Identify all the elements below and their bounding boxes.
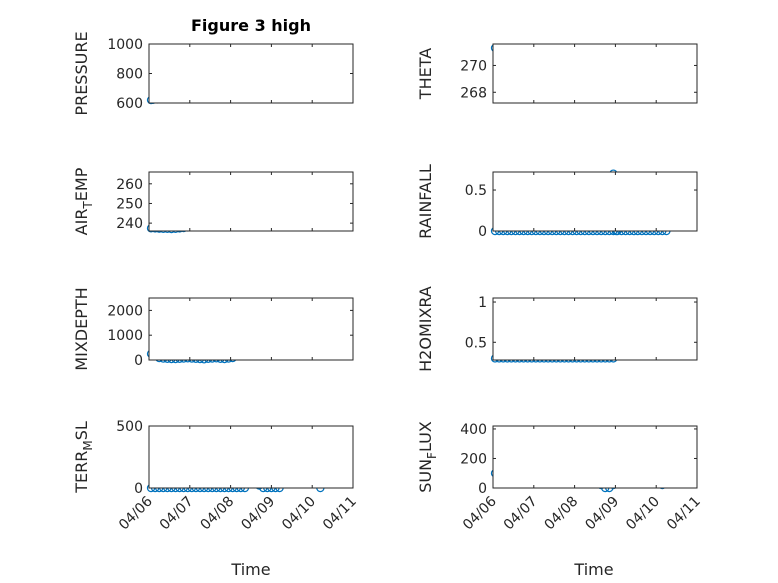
y-axis-label-main: H2OMIXRA	[416, 286, 435, 372]
y-tick-label-rainfall: 0.5	[465, 183, 487, 199]
x-tick-label-terr_msl: 04/07	[157, 494, 197, 534]
y-tick-label-mixdepth: 2000	[107, 303, 143, 319]
x-tick-label-terr_msl: 04/11	[320, 494, 360, 534]
y-axis-label-main: THETA	[416, 48, 435, 100]
y-tick-label-theta: 268	[460, 85, 487, 101]
y-tick-label-sun_flux: 0	[478, 481, 487, 497]
y-tick-label-pressure: 800	[116, 67, 143, 83]
axes-frame-theta	[492, 43, 698, 104]
x-tick-label-sun_flux: 04/09	[582, 494, 622, 534]
y-axis-label-suffix: SL	[72, 421, 91, 440]
y-tick-label-terr_msl: 500	[116, 419, 143, 435]
y-axis-label-air_temp: AIRTEMP	[72, 167, 95, 235]
y-axis-label-main: TERR	[72, 451, 91, 494]
panel-mixdepth: 0 1000 2000 MIXDEPTH	[72, 287, 354, 371]
y-axis-label-h2omixra: H2OMIXRA	[416, 286, 435, 372]
y-axis-label-subscript: M	[81, 440, 95, 450]
axes-frame-mixdepth	[148, 297, 354, 361]
y-axis-label-main: RAINFALL	[416, 164, 435, 239]
y-tick-label-h2omixra: 1	[478, 295, 487, 311]
axes-frame-terr_msl	[148, 425, 354, 489]
x-tick-label-sun_flux: 04/07	[501, 494, 541, 534]
y-axis-label-subscript: F	[425, 452, 439, 459]
y-tick-label-pressure: 600	[116, 96, 143, 112]
y-axis-label-main: AIR	[72, 209, 91, 236]
x-tick-label-terr_msl: 04/06	[116, 493, 156, 533]
y-axis-label-main: PRESSURE	[72, 31, 91, 115]
y-axis-label-suffix: EMP	[72, 167, 91, 201]
y-tick-label-air_temp: 260	[116, 177, 143, 193]
y-tick-label-terr_msl: 0	[134, 481, 143, 497]
x-tick-label-sun_flux: 04/06	[460, 493, 500, 533]
y-tick-label-mixdepth: 0	[134, 353, 143, 369]
y-tick-label-rainfall: 0	[478, 224, 487, 240]
y-axis-label-suffix: LUX	[416, 421, 435, 452]
x-tick-label-sun_flux: 04/10	[623, 494, 663, 534]
y-tick-label-air_temp: 250	[116, 196, 143, 212]
x-tick-label-terr_msl: 04/09	[238, 494, 278, 534]
panel-rainfall: 0 0.5 RAINFALL	[416, 164, 698, 240]
panel-theta: 268 270 THETA	[416, 43, 698, 104]
panel-pressure: 600 800 1000 PRESSURE	[72, 31, 354, 116]
axes-frame-air_temp	[148, 171, 354, 232]
y-tick-label-sun_flux: 400	[460, 422, 487, 438]
y-axis-label-theta: THETA	[416, 48, 435, 100]
axes-frame-pressure	[148, 43, 354, 104]
y-axis-label-sun_flux: SUNFLUX	[416, 421, 439, 493]
y-axis-label-main: MIXDEPTH	[72, 287, 91, 370]
x-tick-label-terr_msl: 04/08	[198, 494, 238, 534]
x-axis-label-left: Time	[230, 560, 270, 579]
x-tick-label-sun_flux: 04/08	[542, 494, 582, 534]
y-axis-label-rainfall: RAINFALL	[416, 164, 435, 239]
panel-terr_msl: 0 500 TERRMSL 04/06 04/07 04/08 04/09 04/10 04/1…	[72, 419, 360, 533]
y-axis-label-pressure: PRESSURE	[72, 31, 91, 115]
y-axis-label-subscript: T	[81, 201, 95, 210]
y-tick-label-air_temp: 240	[116, 216, 143, 232]
panel-air_temp: 240 250 260 AIRTEMP	[72, 167, 354, 235]
y-tick-label-mixdepth: 1000	[107, 328, 143, 344]
y-tick-label-h2omixra: 0.5	[465, 335, 487, 351]
x-tick-label-sun_flux: 04/11	[664, 494, 704, 534]
y-axis-label-main: SUN	[416, 459, 435, 493]
panel-sun_flux: 0 200 400 SUNFLUX 04/06 04/07 04/08 04/09 04/10 0…	[416, 421, 704, 533]
x-axis-label-right: Time	[573, 560, 613, 579]
y-tick-label-sun_flux: 200	[460, 451, 487, 467]
y-axis-label-mixdepth: MIXDEPTH	[72, 287, 91, 370]
y-axis-label-terr_msl: TERRMSL	[72, 421, 95, 494]
axes-frame-sun_flux	[492, 425, 698, 489]
figure-title: Figure 3 high	[191, 16, 311, 35]
y-tick-label-theta: 270	[460, 58, 487, 74]
panel-h2omixra: 0.5 1 H2OMIXRA	[416, 286, 698, 372]
axes-frame-rainfall	[492, 171, 698, 232]
axes-frame-h2omixra	[492, 297, 698, 361]
x-tick-label-terr_msl: 04/10	[279, 494, 319, 534]
y-tick-label-pressure: 1000	[107, 37, 143, 53]
